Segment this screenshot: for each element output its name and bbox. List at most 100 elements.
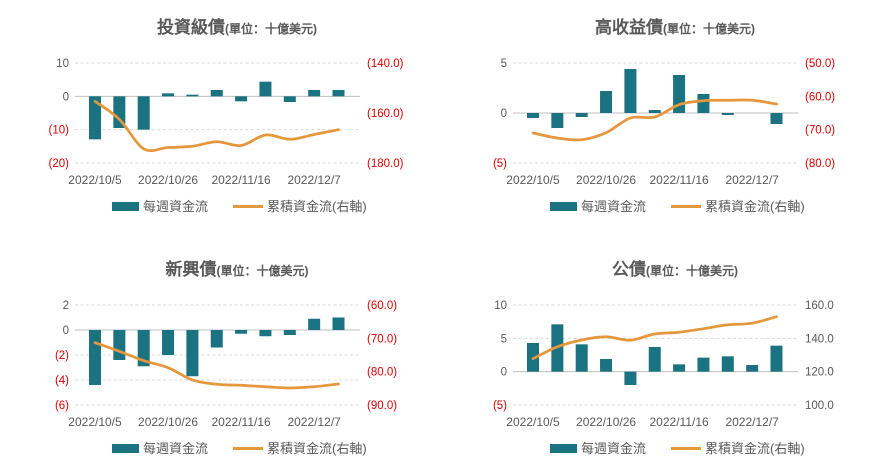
x-axis-tick: 2022/10/5 (68, 173, 122, 187)
chart-high-yield-bonds: 高收益債(單位：十億美元) 5 0 (5) (50.0) (60.0) (70.0) (80.… (438, 0, 876, 237)
weekly-flow-bar (697, 94, 710, 113)
weekly-flow-bar (113, 330, 126, 360)
left-axis-tick: 0 (501, 108, 507, 120)
right-axis-tick: (60.0) (367, 300, 397, 312)
weekly-flow-bar (332, 317, 345, 330)
weekly-flow-bar (162, 330, 175, 355)
investment-grade-chart-svg: 投資級債(單位：十億美元) 10 0 (10) (20) (140.0) (160.0) (1… (49, 17, 404, 214)
chart-emerging-market-bonds: 新興債(單位：十億美元) 2 0 (2) (4) (6) (60.0) (70.0) (80.0… (0, 237, 438, 475)
cumulative-flow-line (531, 315, 778, 361)
weekly-flow-bar (721, 113, 734, 115)
right-axis-tick: 160.0 (805, 300, 834, 312)
weekly-flow-bar (648, 110, 661, 113)
chart-title: 公債(單位：十億美元) (612, 259, 738, 279)
x-axis-tick: 2022/10/26 (138, 173, 198, 187)
weekly-flow-bar (527, 113, 539, 118)
weekly-flow-bar (186, 330, 199, 377)
weekly-flow-bar (648, 347, 661, 372)
weekly-flow-bar (624, 371, 637, 385)
weekly-flow-bar (721, 356, 734, 372)
weekly-flow-bar (575, 113, 588, 117)
weekly-flow-bar (308, 318, 321, 330)
weekly-flow-bar (624, 69, 637, 113)
weekly-flow-bar (770, 113, 783, 124)
legend-bar-label: 每週資金流 (143, 199, 208, 214)
x-axis-tick: 2022/12/7 (287, 173, 341, 187)
legend-bar-label: 每週資金流 (143, 441, 208, 456)
weekly-flow-bar (332, 90, 345, 97)
legend-bar-label: 每週資金流 (581, 441, 646, 456)
weekly-flow-bar (89, 96, 101, 140)
x-axis-tick: 2022/10/26 (138, 415, 198, 429)
weekly-flow-bar (770, 345, 783, 372)
weekly-flow-bar (235, 330, 248, 334)
chart-title: 高收益債(單位：十億美元) (595, 17, 755, 37)
legend-line-label: 累積資金流(右軸) (267, 441, 367, 456)
weekly-flow-bar (235, 96, 248, 102)
weekly-flow-bar (746, 365, 759, 372)
left-axis-tick: 0 (501, 367, 507, 379)
x-axis-tick: 2022/11/16 (212, 415, 271, 429)
right-axis-tick: (160.0) (367, 108, 404, 120)
government-bond-chart-svg: 公債(單位：十億美元) 10 5 0 (5) 160.0 140.0 120.0 100.0 20… (493, 259, 834, 456)
weekly-flow-bar (137, 330, 150, 367)
x-axis-tick: 2022/10/5 (506, 173, 560, 187)
right-axis-tick: (80.0) (367, 367, 397, 379)
weekly-flow-bar (186, 94, 199, 97)
left-axis-tick: 10 (494, 300, 507, 312)
weekly-flow-bar (308, 90, 321, 97)
right-axis-tick: (60.0) (805, 91, 835, 103)
x-axis-tick: 2022/10/26 (576, 415, 636, 429)
left-axis-tick: (6) (55, 400, 69, 412)
weekly-flow-bar (210, 330, 223, 348)
left-axis-tick: (10) (49, 125, 70, 137)
x-axis-tick: 2022/10/5 (68, 415, 122, 429)
weekly-flow-bar (283, 330, 296, 335)
x-axis-tick: 2022/11/16 (650, 173, 709, 187)
right-axis-tick: 100.0 (805, 400, 834, 412)
x-axis-tick: 2022/10/5 (506, 415, 560, 429)
left-axis-tick: 5 (501, 58, 507, 70)
legend-bar-swatch (112, 202, 139, 211)
x-axis-tick: 2022/11/16 (650, 415, 709, 429)
cumulative-flow-line (93, 341, 340, 390)
right-axis-tick: 120.0 (805, 367, 834, 379)
high-yield-chart-svg: 高收益債(單位：十億美元) 5 0 (5) (50.0) (60.0) (70.0) (80.… (493, 17, 835, 214)
weekly-flow-bar (259, 330, 272, 337)
left-axis-tick: (5) (493, 158, 507, 170)
weekly-flow-bar (600, 91, 613, 113)
left-axis-tick: 2 (63, 300, 69, 312)
weekly-flow-bar (575, 344, 588, 372)
chart-title: 投資級債(單位：十億美元) (157, 17, 317, 37)
right-axis-tick: (50.0) (805, 58, 835, 70)
right-axis-tick: (90.0) (367, 400, 397, 412)
left-axis-tick: (2) (55, 350, 69, 362)
cumulative-flow-line (93, 99, 340, 153)
legend-bar-swatch (112, 444, 139, 453)
legend-bar-swatch (550, 202, 577, 211)
right-axis-tick: (80.0) (805, 158, 835, 170)
weekly-flow-bar (673, 364, 686, 372)
right-axis-tick: (70.0) (367, 333, 397, 345)
left-axis-tick: (5) (493, 400, 507, 412)
legend-line-label: 累積資金流(右軸) (705, 441, 805, 456)
weekly-flow-bar (600, 359, 613, 372)
x-axis-tick: 2022/10/26 (576, 173, 636, 187)
weekly-flow-bar (551, 113, 564, 128)
legend-bar-swatch (550, 444, 577, 453)
left-axis-tick: 5 (501, 333, 507, 345)
legend-line-label: 累積資金流(右軸) (267, 199, 367, 214)
legend-bar-label: 每週資金流 (581, 199, 646, 214)
x-axis-tick: 2022/12/7 (287, 415, 341, 429)
x-axis-tick: 2022/11/16 (212, 173, 271, 187)
left-axis-tick: 0 (63, 325, 69, 337)
weekly-flow-bar (259, 81, 272, 97)
weekly-flow-bar (697, 357, 710, 372)
left-axis-tick: (4) (55, 375, 69, 387)
left-axis-tick: (20) (49, 158, 70, 170)
left-axis-tick: 0 (63, 91, 69, 103)
weekly-flow-bar (113, 96, 126, 128)
right-axis-tick: (140.0) (367, 58, 404, 70)
right-axis-tick: (180.0) (367, 158, 404, 170)
